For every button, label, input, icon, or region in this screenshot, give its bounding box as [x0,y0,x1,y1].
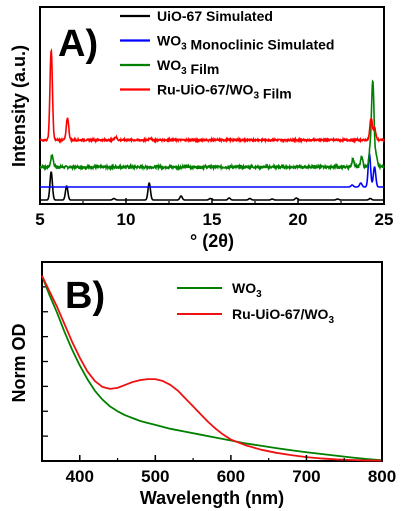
panel-a-series-3 [39,79,385,172]
panel-b-xtick-label: 400 [66,467,94,486]
panel-a-legend-label: UiO-67 Simulated [157,8,273,24]
panel-b-xlabel: Wavelength (nm) [140,488,284,508]
panel-b-series-2 [41,275,383,462]
panel-b-xtick-label: 500 [141,467,169,486]
panel-a-legend: UiO-67 Simulated WO3 Monoclinic Simulated… [120,8,334,102]
panel-b-series-1 [41,275,383,462]
panel-a-series-4 [39,47,385,145]
panel-b-series-lines [41,275,383,462]
panel-b-xtick-label: 800 [368,467,396,486]
panel-b-xtick-label: 600 [217,467,245,486]
panel-a-xlabel: ° (2θ) [190,231,234,251]
panel-b-legend: WO3 Ru-UiO-67/WO3 [177,280,334,326]
panel-b-legend-label: WO3 [232,280,262,300]
panel-a-xtick-label: 25 [375,210,394,229]
panel-a-series-2 [40,153,384,188]
panel-b: 400 500 600 700 800 B) Norm OD Wavelength (n… [9,261,396,508]
panel-b-x-ticks: 400 500 600 700 800 [66,455,396,486]
panel-a-legend-label: WO3 Monoclinic Simulated [157,33,334,53]
panel-b-label: B) [65,275,105,317]
panel-a-xtick-label: 5 [35,210,44,229]
panel-a-xtick-label: 10 [117,210,136,229]
panel-b-legend-label: Ru-UiO-67/WO3 [232,306,334,326]
panel-a-xtick-label: 20 [289,210,308,229]
panel-a-legend-label: WO3 Film [157,57,219,77]
panel-a-legend-label: Ru-UiO-67/WO3 Film [157,82,292,102]
panel-a-series-1 [40,171,384,201]
panel-a: 5 10 15 20 25 A) Intensity (a.u.) ° (2θ) UiO… [9,6,393,251]
panel-b-ylabel: Norm OD [9,323,29,402]
panel-a-xtick-label: 15 [203,210,222,229]
panel-a-x-ticks: 5 10 15 20 25 [35,198,393,229]
panel-a-label: A) [58,23,98,65]
panel-b-xtick-label: 700 [292,467,320,486]
panel-a-ylabel: Intensity (a.u.) [9,45,29,167]
